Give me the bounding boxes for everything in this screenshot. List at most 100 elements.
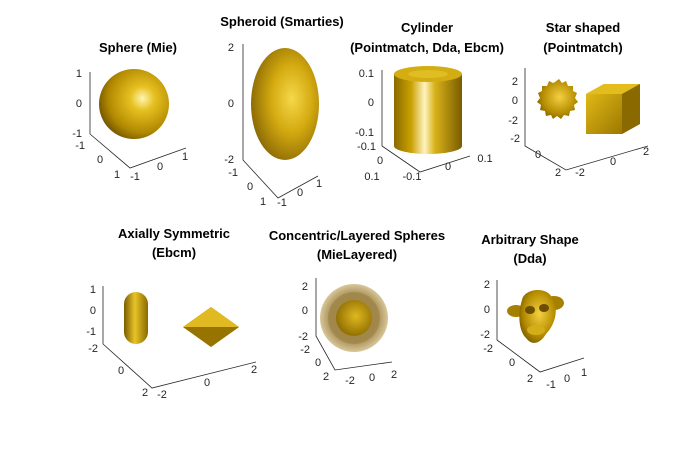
- y-tick-label: 2: [527, 373, 533, 385]
- x-tick-label: -1: [546, 379, 556, 391]
- z-tick-label: 1: [90, 284, 96, 296]
- z-tick-label: 1: [76, 68, 82, 80]
- x-tick-label: 0: [610, 156, 616, 168]
- x-axis-ticks: -2 0 2: [345, 369, 397, 387]
- axes-lines: [102, 286, 257, 389]
- x-tick-label: -2: [345, 375, 355, 387]
- y-tick-label: 0: [315, 357, 321, 369]
- x-tick-label: -1: [130, 171, 140, 183]
- y-tick-label: 2: [142, 387, 148, 399]
- y-tick-label: 2: [323, 371, 329, 383]
- z-tick-label: -0.1: [355, 127, 374, 139]
- x-axis-ticks: -1 0 1: [546, 367, 587, 391]
- z-tick-label: -2: [224, 154, 234, 166]
- z-axis-ticks: 2 0 -2: [508, 76, 518, 127]
- z-axis-ticks: 1 0 -1: [86, 284, 96, 338]
- z-tick-label: -2: [298, 331, 308, 343]
- y-tick-label: -2: [510, 133, 520, 145]
- cube-shape: [586, 84, 640, 134]
- x-tick-label: 0: [157, 161, 163, 173]
- z-tick-label: 2: [512, 76, 518, 88]
- y-tick-label: 0: [509, 357, 515, 369]
- y-axis-ticks: -2 0 2: [510, 133, 561, 179]
- panel-spheroid: Spheroid (Smarties) 2 0 -2 -1 0 1 -1 0 1: [220, 14, 344, 209]
- y-tick-label: 0: [377, 155, 383, 167]
- x-tick-label: 0: [204, 377, 210, 389]
- y-axis-ticks: -2 0 2: [300, 344, 329, 383]
- x-axis-ticks: -2 0 2: [157, 364, 257, 401]
- panel-arbitrary-shape: Arbitrary Shape (Dda) 2 0 -2 -2 0 2 -1 0…: [480, 232, 587, 391]
- sphere-shape: [99, 69, 169, 139]
- x-tick-label: -2: [575, 167, 585, 179]
- x-tick-label: 0: [445, 161, 451, 173]
- axes-lines: [89, 72, 187, 169]
- y-tick-label: 0: [247, 181, 253, 193]
- panel-title-line: Star shaped: [546, 20, 620, 35]
- x-axis-ticks: -0.1 0 0.1: [403, 153, 493, 183]
- panel-sphere: Sphere (Mie) 1 0 -1 -1 0 1 -1 0 1: [72, 40, 188, 183]
- spheroid-shape: [251, 48, 319, 160]
- y-tick-label: -2: [300, 344, 310, 356]
- z-axis-ticks: 2 0 -2: [298, 281, 308, 343]
- panel-title-line: (MieLayered): [317, 247, 397, 262]
- z-axis-ticks: 2 0 -2: [480, 279, 490, 341]
- y-tick-label: 2: [555, 167, 561, 179]
- x-tick-label: 2: [391, 369, 397, 381]
- y-tick-label: -0.1: [357, 141, 376, 153]
- y-tick-label: -1: [228, 167, 238, 179]
- y-axis-ticks: -2 0 2: [88, 343, 148, 399]
- panel-star: Star shaped (Pointmatch) 2 0 -2 -2 0 2 -…: [508, 20, 649, 179]
- y-tick-label: 0: [118, 365, 124, 377]
- panel-cylinder: Cylinder (Pointmatch, Dda, Ebcm) 0.1 0 -…: [350, 20, 504, 183]
- y-axis-ticks: -1 0 1: [228, 167, 266, 208]
- x-tick-label: -0.1: [403, 171, 422, 183]
- z-tick-label: 2: [484, 279, 490, 291]
- z-tick-label: 0: [512, 95, 518, 107]
- panel-axially-symmetric: Axially Symmetric (Ebcm) 1 0 -1 -2 0 2 -…: [86, 226, 257, 401]
- panel-title-line: (Dda): [513, 251, 546, 266]
- z-tick-label: 2: [302, 281, 308, 293]
- x-tick-label: 0: [564, 373, 570, 385]
- inner-core-shape: [336, 300, 372, 336]
- z-tick-label: 0: [76, 98, 82, 110]
- z-tick-label: 0.1: [359, 68, 374, 80]
- axes-lines: [496, 280, 585, 373]
- cylinder-shape: [394, 66, 462, 154]
- y-tick-label: 1: [260, 196, 266, 208]
- z-tick-label: 0: [302, 305, 308, 317]
- x-tick-label: 0.1: [477, 153, 492, 165]
- x-tick-label: 0: [369, 372, 375, 384]
- z-tick-label: 0: [368, 97, 374, 109]
- axes-lines: [524, 68, 649, 171]
- y-tick-label: 0.1: [364, 171, 379, 183]
- z-axis-ticks: 0.1 0 -0.1: [355, 68, 374, 139]
- z-tick-label: 0: [228, 98, 234, 110]
- x-axis-ticks: -2 0 2: [575, 146, 649, 179]
- x-tick-label: 2: [643, 146, 649, 158]
- y-axis-ticks: -1 0 1: [75, 140, 120, 181]
- panel-title-line: Cylinder: [401, 20, 453, 35]
- z-tick-label: -2: [508, 115, 518, 127]
- panel-title-line: Arbitrary Shape: [481, 232, 579, 247]
- x-tick-label: 1: [316, 178, 322, 190]
- axes-lines: [315, 278, 393, 371]
- y-tick-label: -2: [88, 343, 98, 355]
- z-tick-label: -2: [480, 329, 490, 341]
- bicone-shape: [183, 307, 239, 347]
- y-tick-label: -2: [483, 343, 493, 355]
- panel-title-line: (Ebcm): [152, 245, 196, 260]
- x-tick-label: 2: [251, 364, 257, 376]
- axes-lines: [242, 44, 319, 199]
- panel-title-line: Concentric/Layered Spheres: [269, 228, 445, 243]
- axes-lines: [381, 70, 471, 173]
- star-shape: [537, 79, 578, 119]
- x-axis-ticks: -1 0 1: [277, 178, 322, 209]
- y-tick-label: 1: [114, 169, 120, 181]
- z-tick-label: 0: [90, 305, 96, 317]
- z-tick-label: 0: [484, 304, 490, 316]
- panel-concentric-spheres: Concentric/Layered Spheres (MieLayered) …: [269, 228, 445, 387]
- z-tick-label: 2: [228, 42, 234, 54]
- x-tick-label: -2: [157, 389, 167, 401]
- panel-title-line: Spheroid (Smarties): [220, 14, 344, 29]
